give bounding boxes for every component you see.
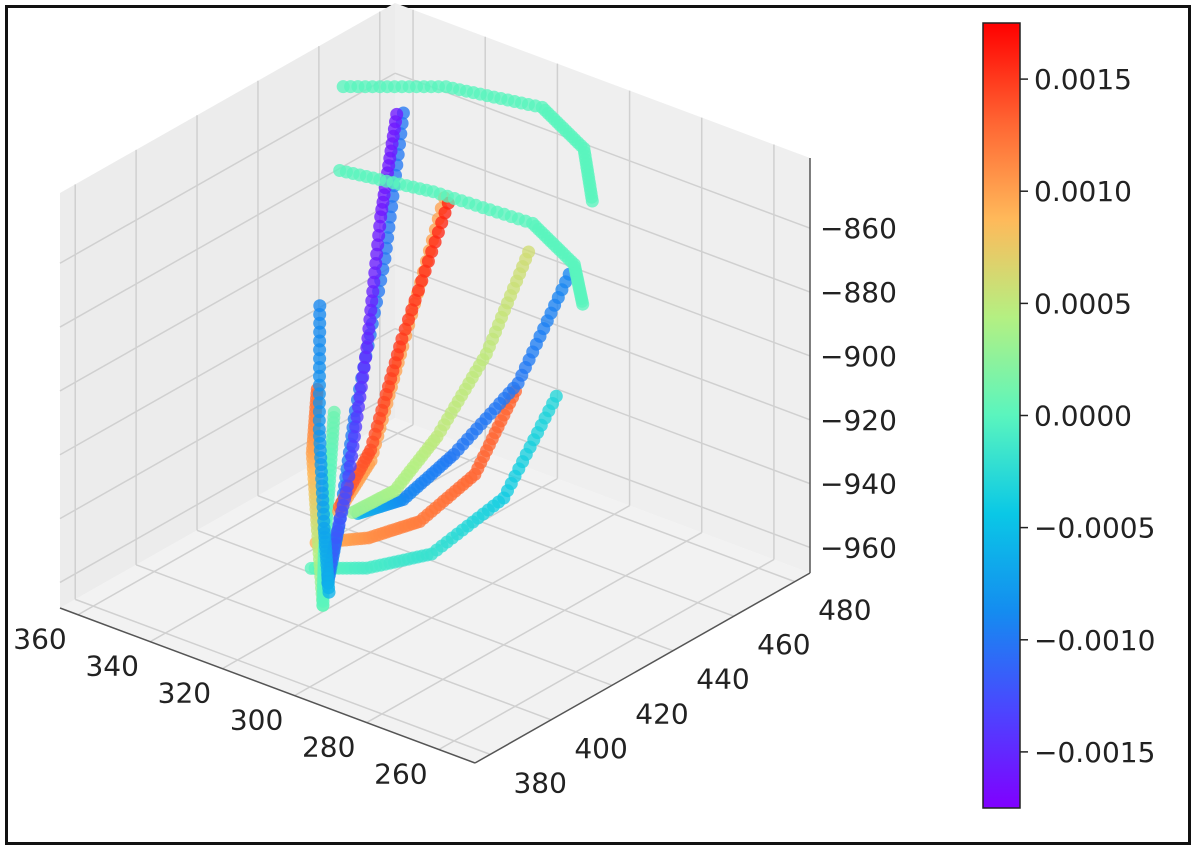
- floor-pane: [60, 418, 810, 763]
- colorbar: 0.0015 0.0010 0.0005 0.0000 −0.0005 −0.0010 −0…: [982, 22, 1155, 809]
- grid-line-y: [196, 529, 613, 686]
- grid-line-x: [222, 477, 558, 670]
- data-point: [346, 439, 360, 453]
- data-point: [312, 396, 326, 410]
- data-point: [313, 299, 327, 313]
- y-tick-label: 440: [696, 663, 749, 696]
- grid-line-z: [59, 72, 396, 264]
- data-point: [360, 341, 374, 355]
- grid-line-x: [366, 531, 703, 724]
- y-tick-label: 460: [757, 628, 810, 661]
- grid-line-x: [294, 504, 630, 697]
- data-point: [363, 313, 377, 327]
- grid-line-z: [394, 391, 811, 549]
- data-point: [359, 351, 372, 364]
- y-tick-label: 380: [513, 766, 566, 799]
- x-axis-line: [59, 607, 476, 764]
- grid-line-y: [74, 598, 491, 756]
- y-tick-label: 400: [574, 732, 627, 765]
- data-point: [368, 266, 382, 280]
- grid-line-z: [394, 72, 811, 229]
- x-tick-label: 340: [85, 650, 138, 683]
- grid-line-y: [135, 564, 552, 721]
- colorbar-tick-label: −0.0015: [1034, 736, 1155, 769]
- x-tick-label: 280: [302, 731, 355, 764]
- y-tick-label: 480: [818, 594, 871, 627]
- grid-line-x: [438, 558, 775, 751]
- data-points: [304, 80, 599, 612]
- data-point: [345, 449, 359, 463]
- data-point: [349, 420, 363, 434]
- colorbar-tick-label: 0.0005: [1034, 287, 1132, 320]
- data-point: [352, 400, 365, 414]
- grid-line-z: [394, 136, 811, 293]
- data-point: [390, 107, 404, 121]
- grid-line-z: [59, 327, 396, 520]
- data-point: [366, 285, 380, 299]
- colorbar-tick-label: −0.0005: [1034, 512, 1155, 545]
- data-point: [347, 430, 361, 444]
- colorbar-tick-label: 0.0010: [1034, 175, 1132, 208]
- z-tick-label: −920: [820, 404, 897, 437]
- data-point: [371, 238, 385, 252]
- data-point: [354, 380, 368, 394]
- data-point: [336, 80, 350, 94]
- data-point: [357, 360, 371, 374]
- colorbar-tick-label: 0.0015: [1034, 63, 1132, 96]
- data-point: [316, 598, 330, 612]
- data-point: [343, 459, 357, 473]
- data-point: [346, 506, 360, 519]
- x-tick-label: 320: [158, 677, 211, 710]
- z-tick-label: −960: [820, 532, 897, 565]
- data-point: [350, 410, 364, 424]
- grid-line-z: [394, 200, 811, 357]
- z-tick-label: −900: [820, 340, 897, 373]
- data-point: [333, 164, 347, 177]
- grid-line-z: [394, 327, 811, 485]
- x-tick-label: 300: [230, 704, 283, 737]
- z-tick-label: −880: [820, 276, 897, 309]
- axis-lines: [59, 158, 811, 764]
- colorbar-bar: [982, 22, 1021, 809]
- x-tick-label: 360: [13, 623, 66, 656]
- grid-line-z: [59, 200, 396, 392]
- z-tick-label: −860: [820, 212, 897, 245]
- data-point: [312, 422, 326, 436]
- z-tick-label: −940: [820, 468, 897, 501]
- x-tick-label: 260: [374, 758, 427, 791]
- y-tick-label: 420: [635, 697, 688, 730]
- grid-line-z: [59, 264, 396, 456]
- colorbar-tick-label: −0.0010: [1034, 624, 1155, 657]
- data-point: [383, 210, 397, 224]
- grid-line-z: [394, 264, 811, 421]
- grid-lines: [59, 9, 811, 756]
- data-point: [356, 370, 370, 384]
- colorbar-tick-label: 0.0000: [1034, 400, 1132, 433]
- data-point: [353, 390, 367, 404]
- data-point: [342, 469, 356, 483]
- axis-panes: [60, 3, 810, 763]
- y-axis-line: [474, 572, 811, 764]
- data-point: [340, 479, 354, 493]
